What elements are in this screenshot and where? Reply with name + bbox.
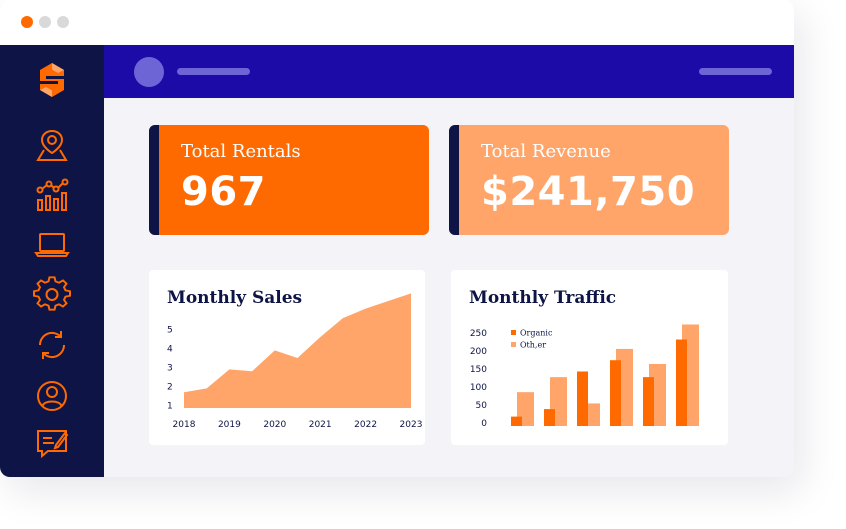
y-tick-label: 1	[167, 402, 173, 412]
map-pin-icon[interactable]	[32, 125, 72, 165]
minimize-window-button[interactable]	[39, 16, 51, 28]
chart-title: Monthly Traffic	[469, 288, 617, 308]
x-tick-label: 2020	[263, 420, 286, 430]
y-tick-label: 50	[476, 401, 488, 411]
x-tick-label: 2022	[354, 420, 377, 430]
stat-card-total-rentals: Total Rentals 967	[149, 125, 429, 235]
monthly-sales-card: Monthly Sales 1 2 3 4 5 2018 2019 2020 2021 2022 2…	[149, 270, 425, 445]
title-bar	[0, 0, 794, 45]
sales-area	[184, 293, 411, 408]
dashboard-content: Total Rentals 967 Total Revenue $241,750…	[104, 98, 794, 477]
top-bar	[104, 45, 794, 98]
close-window-button[interactable]	[21, 16, 33, 28]
bar-organic	[577, 371, 588, 426]
y-tick-label: 5	[167, 326, 173, 336]
monthly-traffic-chart: 250 200 150 100 50 0 Organic Oth,er	[470, 324, 699, 429]
y-tick-label: 200	[470, 347, 487, 357]
stat-card-total-revenue: Total Revenue $241,750	[449, 125, 729, 235]
x-tick-label: 2019	[218, 420, 241, 430]
monthly-sales-chart: 1 2 3 4 5 2018 2019 2020 2021 2022 2023	[167, 293, 423, 430]
legend-swatch	[511, 342, 516, 347]
chart-title: Monthly Sales	[167, 288, 303, 308]
refresh-icon[interactable]	[32, 325, 72, 365]
bar-organic	[544, 409, 555, 426]
search-input[interactable]	[177, 68, 250, 75]
edit-note-icon[interactable]	[32, 423, 72, 463]
monthly-traffic-card: Monthly Traffic 250 200 150 100 50 0 Organic Ot…	[451, 270, 728, 445]
bar-organic	[610, 360, 621, 426]
avatar[interactable]	[134, 57, 164, 87]
stat-value: 967	[181, 169, 266, 215]
y-tick-label: 3	[167, 364, 173, 374]
stat-label: Total Revenue	[481, 141, 611, 162]
laptop-icon[interactable]	[32, 225, 72, 265]
maximize-window-button[interactable]	[57, 16, 69, 28]
bar-organic	[511, 416, 522, 426]
legend-label: Oth,er	[520, 341, 546, 350]
y-tick-label: 4	[167, 345, 173, 355]
logo-icon[interactable]	[32, 60, 72, 100]
stat-value: $241,750	[481, 169, 696, 215]
stat-card-stripe	[449, 125, 459, 235]
y-tick-label: 150	[470, 365, 487, 375]
gear-icon[interactable]	[32, 274, 72, 314]
bar-organic	[676, 339, 687, 426]
stat-label: Total Rentals	[181, 141, 301, 162]
bar-organic	[643, 377, 654, 426]
user-icon[interactable]	[32, 376, 72, 416]
x-tick-label: 2021	[309, 420, 332, 430]
sidebar	[0, 45, 104, 477]
legend-label: Organic	[520, 329, 553, 338]
y-tick-label: 0	[481, 419, 487, 429]
x-tick-label: 2023	[400, 420, 423, 430]
stat-card-stripe	[149, 125, 159, 235]
y-tick-label: 250	[470, 329, 487, 339]
analytics-icon[interactable]	[32, 175, 72, 215]
y-tick-label: 100	[470, 383, 487, 393]
y-tick-label: 2	[167, 383, 173, 393]
top-menu-bar[interactable]	[699, 68, 772, 75]
legend-swatch	[511, 330, 516, 335]
x-tick-label: 2018	[173, 420, 196, 430]
app-window: Total Rentals 967 Total Revenue $241,750…	[0, 0, 794, 477]
